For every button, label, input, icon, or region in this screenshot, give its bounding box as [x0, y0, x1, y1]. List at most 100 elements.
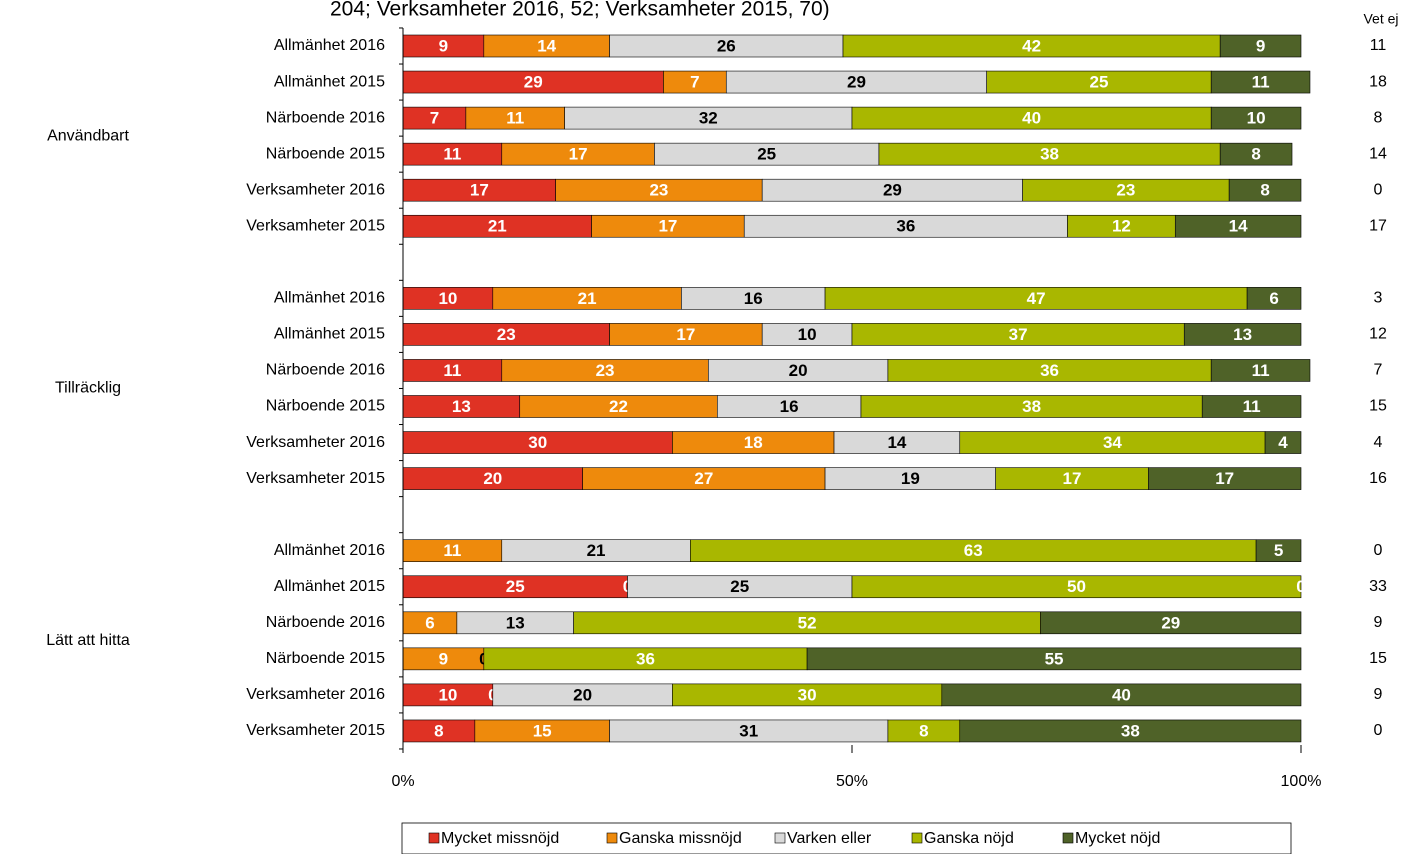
- bar-segment: [1040, 611, 1302, 635]
- data-label: 29: [883, 181, 902, 200]
- data-label: 11: [1252, 73, 1270, 92]
- extra-value: 4: [1374, 434, 1383, 451]
- bar-segment: [959, 719, 1302, 743]
- column-header: Vet ej: [1363, 11, 1398, 27]
- data-label: 40: [1022, 109, 1041, 128]
- data-label: 31: [739, 721, 758, 740]
- data-label: 14: [537, 36, 556, 55]
- x-tick-label: 50%: [836, 773, 868, 790]
- data-label: 29: [1161, 613, 1180, 632]
- bar-segment: [1219, 142, 1293, 166]
- data-label: 17: [658, 217, 677, 236]
- legend-box: [401, 822, 1292, 854]
- bar-segment: [1246, 287, 1302, 310]
- data-label: 8: [434, 721, 443, 740]
- data-label: 36: [636, 649, 655, 668]
- y-tick-label: Verksamheter 2016: [246, 434, 385, 451]
- bar-segment: [1174, 214, 1302, 238]
- data-label: 18: [744, 433, 763, 452]
- data-label: 52: [798, 613, 817, 632]
- data-label: 12: [1112, 217, 1131, 236]
- data-label: 23: [596, 361, 615, 380]
- data-label: 21: [488, 217, 507, 236]
- bar-segment: [806, 647, 1302, 671]
- data-label: 20: [483, 469, 502, 488]
- group-label: Lätt att hitta: [46, 632, 130, 649]
- x-tick-label: 0%: [391, 773, 414, 790]
- y-tick-label: Verksamheter 2016: [246, 686, 385, 703]
- legend-label: Ganska missnöjd: [619, 830, 742, 847]
- y-tick-label: Verksamheter 2016: [246, 181, 385, 198]
- y-tick-label: Närboende 2015: [266, 398, 385, 415]
- group-label: Användbart: [47, 127, 129, 144]
- extra-value: 15: [1369, 650, 1387, 667]
- data-label: 21: [587, 541, 606, 560]
- legend-label: Varken eller: [787, 830, 872, 847]
- legend-swatch: [911, 832, 923, 844]
- extra-value: 0: [1374, 181, 1383, 198]
- data-label: 34: [1103, 433, 1122, 452]
- data-label: 30: [798, 685, 817, 704]
- extra-value: 11: [1370, 37, 1387, 54]
- y-tick-label: Allmänhet 2016: [274, 37, 385, 54]
- data-label: 55: [1045, 649, 1064, 668]
- extra-value: 12: [1369, 326, 1387, 343]
- y-tick-label: Verksamheter 2015: [246, 722, 385, 739]
- data-label: 20: [789, 361, 808, 380]
- bar-segment: [1183, 323, 1302, 346]
- y-tick-label: Närboende 2015: [266, 145, 385, 162]
- data-label: 29: [847, 73, 866, 92]
- data-label: 36: [896, 217, 915, 236]
- bar-segment: [1219, 34, 1302, 58]
- legend-swatch: [1062, 832, 1074, 844]
- bar-segment: [1228, 178, 1302, 202]
- y-tick-label: Allmänhet 2015: [274, 578, 385, 595]
- data-label: 9: [439, 649, 448, 668]
- bar-segment: [1210, 359, 1311, 382]
- data-label: 17: [676, 325, 695, 344]
- data-label: 11: [443, 361, 461, 380]
- y-tick-label: Allmänhet 2016: [274, 542, 385, 559]
- data-label: 10: [438, 685, 457, 704]
- data-label: 38: [1022, 397, 1041, 416]
- data-label: 7: [430, 109, 439, 128]
- y-tick-label: Allmänhet 2015: [274, 73, 385, 90]
- data-label: 21: [578, 289, 597, 308]
- y-tick-label: Närboende 2016: [266, 362, 385, 379]
- bar-segment: [941, 683, 1302, 707]
- legend-swatch: [606, 832, 618, 844]
- bar-segment: [851, 575, 1302, 599]
- data-label: 17: [1063, 469, 1082, 488]
- data-label: 23: [1116, 181, 1135, 200]
- data-label: 25: [1089, 73, 1108, 92]
- extra-value: 0: [1374, 542, 1383, 559]
- data-label: 38: [1121, 721, 1140, 740]
- data-label: 17: [470, 181, 489, 200]
- data-label: 9: [1256, 36, 1265, 55]
- legend-label: Mycket nöjd: [1075, 830, 1160, 847]
- data-label: 40: [1112, 685, 1131, 704]
- y-tick-label: Verksamheter 2015: [246, 470, 385, 487]
- data-label: 37: [1009, 325, 1028, 344]
- bar-segment: [1148, 467, 1302, 490]
- legend-label: Ganska nöjd: [924, 830, 1014, 847]
- data-label: 4: [1278, 433, 1288, 452]
- data-label: 25: [757, 145, 776, 164]
- data-label: 14: [887, 433, 906, 452]
- group-label: Tillräcklig: [55, 380, 121, 397]
- legend-label: Mycket missnöjd: [441, 830, 559, 847]
- data-label: 0: [1296, 577, 1305, 596]
- data-label: 13: [1233, 325, 1252, 344]
- data-label: 8: [919, 721, 928, 740]
- data-label: 11: [1243, 397, 1261, 416]
- bar-segment: [1264, 431, 1302, 454]
- data-label: 50: [1067, 577, 1086, 596]
- y-tick-label: Närboende 2016: [266, 109, 385, 126]
- data-label: 38: [1040, 145, 1059, 164]
- data-label: 11: [443, 145, 461, 164]
- data-label: 8: [1251, 145, 1260, 164]
- y-tick-label: Närboende 2016: [266, 614, 385, 631]
- data-label: 29: [524, 73, 543, 92]
- data-label: 36: [1040, 361, 1059, 380]
- data-label: 17: [1215, 469, 1234, 488]
